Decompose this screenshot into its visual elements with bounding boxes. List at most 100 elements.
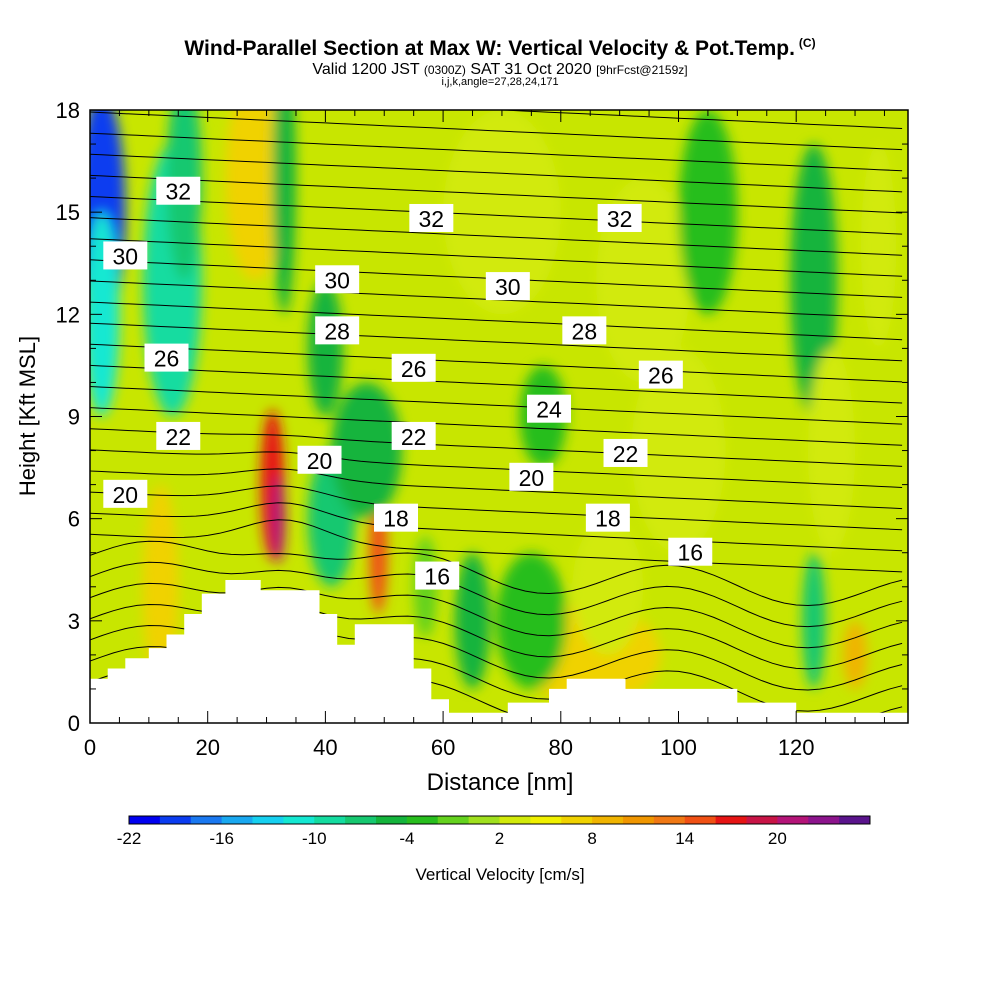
theta-label-text: 32 [419, 206, 445, 232]
theta-label-text: 24 [536, 397, 562, 423]
colorbar-swatch [530, 816, 562, 824]
colorbar-swatch [684, 816, 717, 824]
theta-label-box [585, 503, 630, 532]
colorbar: -22 -16 -10 -4 2 8 14 20 [117, 815, 871, 848]
colorbar-tick-label: -16 [209, 829, 234, 848]
theta-label-box [603, 438, 648, 467]
theta-contour-line [90, 301, 903, 341]
colorbar-swatch [283, 816, 315, 824]
colorbar-swatch [376, 816, 408, 824]
theta-label: 16 [415, 561, 460, 590]
y-tick-label: 0 [68, 711, 80, 736]
y-tick-label: 15 [56, 200, 80, 225]
velocity-cell [496, 552, 567, 689]
colorbar-swatch [777, 816, 809, 824]
colorbar-swatch [345, 816, 377, 824]
theta-label: 16 [668, 537, 713, 566]
theta-contour-line [90, 153, 903, 193]
theta-label-text: 26 [648, 363, 674, 389]
velocity-cell [843, 620, 867, 689]
theta-label-text: 28 [572, 318, 598, 344]
theta-label-text: 18 [595, 506, 621, 532]
x-tick-label: 120 [778, 735, 815, 760]
velocity-cell [631, 348, 726, 553]
colorbar-frame [128, 815, 871, 825]
theta-contour-line [90, 468, 903, 510]
chart-indices: i,j,k,angle=27,28,24,171 [441, 76, 559, 88]
colorbar-swatch [592, 816, 624, 824]
theta-label: 32 [597, 203, 642, 232]
theta-label-box [409, 203, 454, 232]
colorbar-swatch [406, 816, 439, 824]
x-tick-label: 100 [660, 735, 697, 760]
colorbar-tick-label: 14 [675, 829, 694, 848]
y-tick-label: 18 [56, 98, 80, 123]
colorbar-swatch [437, 816, 470, 824]
theta-contour-line [90, 174, 903, 214]
terrain-mask [90, 580, 908, 723]
velocity-cell [307, 280, 344, 417]
theta-contour-line [90, 70, 902, 108]
x-tick-label: 40 [313, 735, 337, 760]
theta-label-text: 20 [519, 465, 545, 491]
y-tick-label: 12 [56, 302, 80, 327]
x-tick-label: 80 [549, 735, 573, 760]
theta-label-box [638, 360, 683, 389]
theta-label: 30 [315, 265, 360, 294]
title-tag: (C) [798, 36, 816, 50]
y-tick-label: 3 [68, 609, 80, 634]
theta-label-text: 32 [165, 179, 191, 205]
theta-label-text: 18 [383, 506, 409, 532]
theta-label: 26 [391, 353, 436, 382]
velocity-cell [225, 110, 285, 281]
theta-label-text: 30 [324, 267, 350, 293]
theta-label: 20 [103, 479, 148, 508]
theta-label: 26 [144, 343, 189, 372]
theta-label: 32 [156, 176, 201, 205]
velocity-cell [271, 474, 286, 563]
colorbar-swatch [746, 816, 778, 824]
theta-label-box [391, 421, 436, 450]
colorbar-swatch [252, 816, 284, 824]
x-tick-label: 20 [195, 735, 219, 760]
theta-label-text: 22 [613, 441, 639, 467]
y-tick-label: 6 [68, 507, 80, 532]
theta-label-text: 30 [495, 274, 521, 300]
theta-label-box [297, 445, 342, 474]
theta-contour-line [90, 132, 903, 172]
colorbar-tick-label: -4 [399, 829, 414, 848]
theta-label-text: 16 [677, 540, 703, 566]
colorbar-swatch [623, 816, 655, 824]
plot-area: 16 16 18 18 20 20 20 22 22 22 24 26 26 26 28 28 30 30 30 32… [90, 70, 908, 723]
theta-label: 30 [103, 241, 148, 270]
theta-label: 18 [585, 503, 630, 532]
colorbar-swatch [839, 816, 871, 824]
velocity-cell [860, 144, 897, 349]
velocity-cell [331, 382, 402, 519]
theta-label-box [156, 176, 201, 205]
colorbar-label: Vertical Velocity [cm/s] [415, 865, 584, 884]
theta-contour-line [90, 449, 903, 488]
colorbar-tick-label: -22 [117, 829, 142, 848]
theta-contour-line [90, 364, 903, 404]
theta-label-box [103, 479, 148, 508]
theta-label-text: 32 [607, 206, 633, 232]
theta-label-box [527, 394, 572, 423]
velocity-cell [443, 110, 561, 315]
theta-label: 22 [391, 421, 436, 450]
theta-contour-line [90, 582, 903, 649]
theta-label-text: 28 [324, 318, 350, 344]
colorbar-swatch [653, 816, 686, 824]
theta-label: 20 [509, 462, 554, 491]
theta-contour-line [90, 238, 903, 277]
colorbar-swatch [808, 816, 840, 824]
theta-label-text: 16 [424, 564, 450, 590]
colorbar-swatch [314, 816, 346, 824]
y-axis-label: Height [Kft MSL] [15, 336, 40, 496]
theta-contour-line [90, 343, 903, 383]
theta-contour-line [90, 111, 903, 151]
colorbar-tick-label: 20 [768, 829, 787, 848]
theta-label: 32 [409, 203, 454, 232]
theta-label-box [156, 421, 201, 450]
theta-label-box [374, 503, 419, 532]
